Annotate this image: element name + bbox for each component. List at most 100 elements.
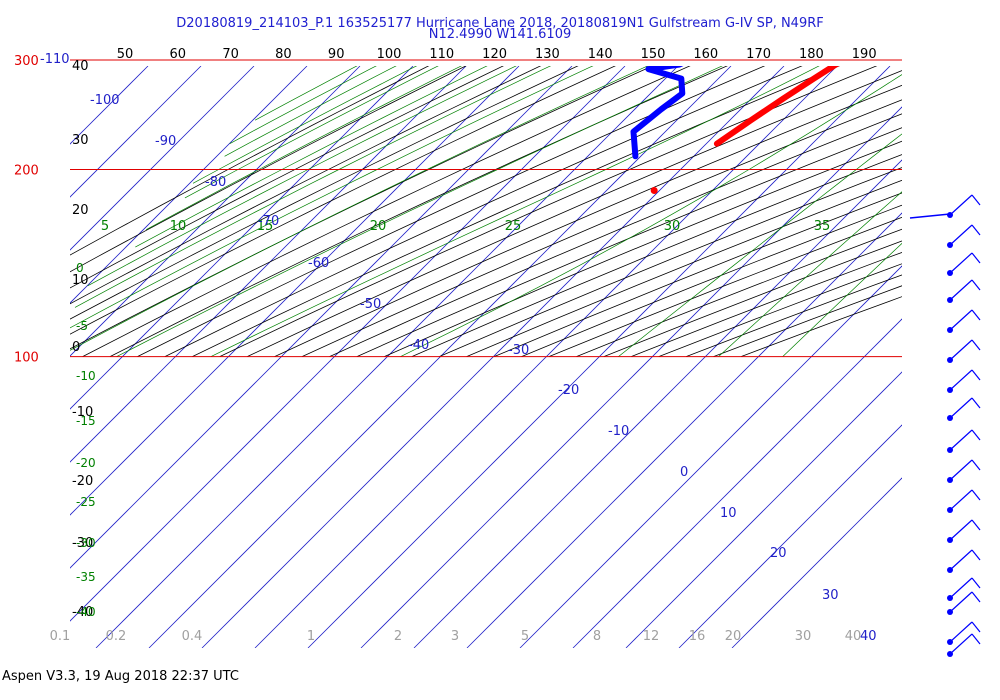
wind-barb-staff [949, 224, 973, 246]
dry-adiabat-line [439, 167, 902, 357]
left-temperature-label: -40 [72, 605, 93, 620]
mixing-ratio-label: 20 [725, 629, 742, 644]
isotherm-label: -10 [608, 424, 629, 439]
wind-barb-staff [949, 309, 973, 331]
moist-adiabat-label: -20 [76, 456, 96, 470]
pressure-label: 100 [14, 351, 39, 366]
moist-adiabat-label: -25 [76, 495, 96, 509]
moist-adiabat-label: -35 [76, 570, 96, 584]
dry-adiabat-line [70, 66, 542, 305]
left-temperature-label: 40 [72, 59, 89, 74]
wind-barb-flag [971, 549, 981, 561]
moist-adiabat-line [116, 66, 723, 357]
mixing-ratio-label: 2 [394, 629, 402, 644]
theta-top-label: 70 [222, 47, 239, 62]
wind-barb-flag [971, 577, 981, 589]
wind-barb-flag [971, 194, 981, 206]
wind-barb-staff [949, 459, 973, 481]
isotherm-line [731, 477, 902, 648]
theta-top-label: 190 [852, 47, 877, 62]
temperature-point [650, 187, 658, 195]
theta-top-label: 150 [641, 47, 666, 62]
isotherm-label: 10 [720, 506, 737, 521]
isotherm-label: -80 [205, 175, 226, 190]
grid-lines [70, 66, 902, 648]
temperature-profile [713, 66, 840, 147]
pressure-label: 200 [14, 163, 39, 178]
left-temperature-label: -30 [72, 536, 93, 551]
wind-barb-flag [971, 279, 981, 291]
isotherm-label: -60 [308, 256, 329, 271]
wind-barb-top-staff [909, 213, 951, 219]
dry-adiabat-line [82, 66, 691, 357]
moist-adiabat-label: -30 [76, 536, 96, 550]
moist-adiabat-line [87, 66, 517, 287]
pressure-label: 300 [14, 54, 39, 69]
chart-title-line2: N12.4990 W141.6109 [428, 27, 572, 42]
left-temperature-label: 10 [72, 273, 89, 288]
moist-adiabat-line [70, 66, 649, 351]
theta-top-label: 50 [117, 47, 134, 62]
isotherm-label: -70 [258, 214, 279, 229]
isobar-lines [70, 59, 902, 358]
wind-barb-staff [949, 519, 973, 541]
isotherm-line [678, 424, 902, 648]
left-temperature-label: 20 [72, 203, 89, 218]
mixing-ratio-label: 40 [845, 629, 862, 644]
dry-adiabat-line [274, 84, 902, 357]
wind-barb-flag [971, 591, 981, 603]
wind-barb-staff [949, 252, 973, 274]
wind-barb-staff [949, 591, 973, 613]
isotherm-line [70, 66, 308, 304]
isotherm-label: 0 [680, 465, 688, 480]
wind-barb-flag [971, 633, 981, 645]
axis-labels: 1002003004005006007008009001000506070809… [14, 47, 877, 644]
isotherm-label: -50 [360, 297, 381, 312]
theta-e-label: 35 [814, 219, 831, 234]
wind-barb-staff [949, 549, 973, 571]
dry-adiabat-line [685, 274, 902, 357]
isotherm-label: -100 [90, 93, 120, 108]
wind-barb-flag [971, 369, 981, 381]
moist-adiabat-line [74, 66, 552, 308]
theta-top-label: 120 [482, 47, 507, 62]
left-temperature-label: -10 [72, 405, 93, 420]
wind-barb-staff [949, 489, 973, 511]
wind-barbs [909, 194, 981, 657]
dry-adiabat-line [164, 66, 803, 357]
mixing-ratio-label: 5 [521, 629, 529, 644]
mixing-ratio-label: 0.1 [50, 629, 71, 644]
theta-e-label: 10 [170, 219, 187, 234]
mixing-ratio-label: 8 [593, 629, 601, 644]
isotherm-label: -40 [408, 338, 429, 353]
dry-adiabat-line [137, 66, 766, 357]
theta-e-label: 25 [505, 219, 522, 234]
isotherm-label: -30 [508, 343, 529, 358]
theta-e-label: 15 [257, 219, 274, 234]
wind-barb-staff [949, 369, 973, 391]
theta-e-label: 30 [664, 219, 681, 234]
left-temperature-label: 30 [72, 133, 89, 148]
moist-adiabat-label: 0 [76, 261, 84, 275]
dry-adiabat-line [70, 66, 579, 320]
isotherm-label: 20 [770, 546, 787, 561]
mixing-ratio-label: 1 [307, 629, 315, 644]
moist-adiabat-line [210, 66, 820, 357]
chart-title-line1: D20180819_214103_P.1 163525177 Hurricane… [176, 16, 824, 31]
wind-barb-flag [971, 252, 981, 264]
footer-version-timestamp: Aspen V3.3, 19 Aug 2018 22:37 UTC [2, 669, 239, 684]
mixing-ratio-label: 12 [643, 629, 660, 644]
moist-adiabat-label: -15 [76, 414, 96, 428]
moist-adiabat-line [145, 66, 462, 231]
isotherm-line [70, 66, 361, 357]
dry-adiabat-line [70, 66, 654, 350]
wind-barb-staff [949, 621, 973, 643]
mixing-ratio-label: 3 [451, 629, 459, 644]
wind-barb-staff [949, 194, 973, 216]
wind-barb-staff [949, 279, 973, 301]
theta-top-label: 140 [588, 47, 613, 62]
moist-adiabat-label: -5 [76, 319, 88, 333]
wind-barb-staff [949, 339, 973, 361]
moist-adiabat-label: -40 [76, 605, 96, 619]
